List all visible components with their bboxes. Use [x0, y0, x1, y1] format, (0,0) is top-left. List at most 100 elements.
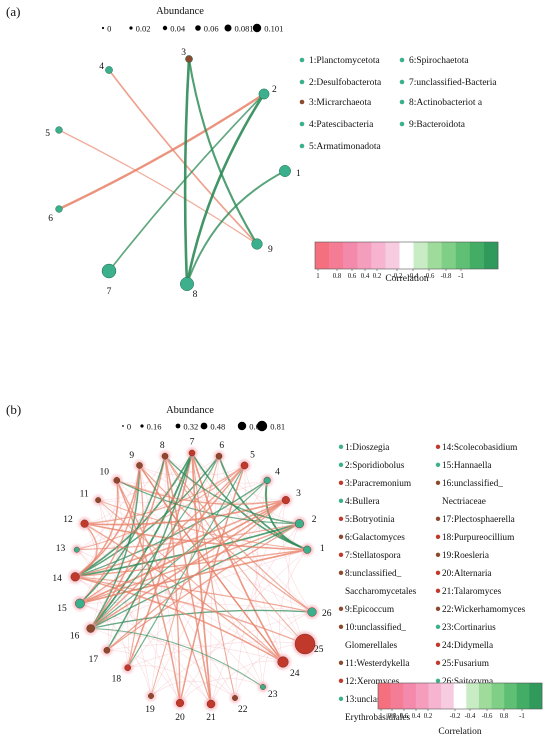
node [277, 656, 289, 668]
colorbar-segment [315, 242, 330, 269]
edge [191, 452, 268, 484]
abundance-legend-dot [224, 24, 232, 32]
panel-a: (a) Abundance 0 0.02 0.04 0.06 0.081 0.101 1 2… [6, 4, 499, 300]
panel-b-node-key: 1:Dioszegia 2:Sporidiobolus 3:Paracremoniu… [338, 443, 526, 723]
key-dot [338, 570, 344, 575]
edge [179, 465, 246, 704]
abundance-legend-label: 0 [127, 422, 131, 432]
edge [74, 479, 268, 578]
edge [255, 480, 268, 688]
key-label: 3:Micrarchaeota [309, 98, 372, 108]
edge [84, 465, 140, 524]
colorbar-tick-label: -0.4 [465, 713, 476, 720]
colorbar-tick-label: 0.2 [424, 713, 433, 720]
node [55, 126, 63, 134]
key-dot [399, 99, 405, 105]
key-label: 2:Sporidiobolus [345, 461, 405, 471]
edge [150, 480, 268, 697]
edge [164, 456, 181, 704]
node [70, 572, 80, 582]
node [258, 88, 270, 100]
key-dot [435, 606, 441, 611]
node [55, 205, 63, 213]
edge [150, 611, 313, 697]
node-label: 21 [206, 713, 216, 723]
key-label: 7:unclassified-Bacteria [409, 77, 497, 88]
edge [127, 665, 212, 705]
node-label: 16 [70, 632, 80, 642]
colorbar-segment [413, 242, 428, 269]
edge [79, 499, 287, 605]
edge [75, 576, 313, 613]
key-dot [338, 480, 344, 485]
node-label: 15 [57, 604, 67, 614]
key-label: 25:Fusarium [442, 659, 490, 669]
node [75, 598, 85, 609]
edge [288, 523, 306, 645]
abundance-legend-label: 0.02 [136, 24, 151, 34]
edge [127, 641, 306, 669]
key-dot [338, 498, 344, 503]
edge [127, 465, 246, 669]
edge [84, 464, 245, 525]
node [281, 496, 290, 505]
node [294, 519, 305, 529]
edge [90, 455, 220, 629]
node [185, 55, 193, 63]
edge [79, 455, 166, 605]
panel-b-label: (b) [6, 402, 21, 417]
node-label: 2 [312, 515, 317, 525]
abundance-legend-dot [252, 23, 262, 33]
node-label: 7 [190, 437, 195, 447]
edge [84, 499, 287, 526]
node [215, 452, 223, 460]
colorbar-tick-label: 0.2 [373, 273, 382, 280]
colorbar-segment [455, 242, 471, 269]
edge [98, 456, 166, 501]
colorbar-tick-label: 0.8 [500, 713, 509, 720]
edge [191, 452, 212, 705]
key-label: 6:Galactomyces [345, 533, 405, 543]
key-label: 20:Alternaria [442, 569, 492, 579]
colorbar-tick-label: 0.8 [333, 273, 342, 280]
edge [75, 576, 109, 651]
key-label: 2:Desulfobacterota [309, 77, 382, 88]
node-label: 3 [181, 48, 186, 58]
node-label: 19 [145, 705, 155, 715]
abundance-legend-label: 0.81 [270, 422, 285, 432]
key-dot [435, 462, 441, 467]
edge [74, 523, 98, 578]
colorbar-tick-label: -0.6 [424, 273, 435, 280]
node [232, 695, 238, 701]
colorbar-segment [329, 242, 344, 269]
edge [244, 465, 300, 524]
node [113, 477, 121, 484]
edge [127, 452, 193, 669]
key-dot [435, 678, 441, 683]
colorbar-segment [453, 683, 467, 709]
abundance-legend-label: 0.081 [235, 24, 254, 34]
colorbar-tick-label: -0.2 [392, 273, 403, 280]
key-label-continued: Glomerellales [345, 641, 398, 651]
abundance-legend-dot [175, 423, 181, 429]
colorbar-tick-label: 1 [379, 713, 382, 720]
edge [79, 523, 97, 604]
edge [79, 603, 236, 699]
key-dot [435, 660, 441, 665]
abundance-legend-dot [101, 26, 105, 30]
node-label: 1 [296, 169, 301, 179]
panel-b-correlation-title: Correlation [438, 727, 482, 737]
key-label: 6:Spirochaetota [409, 56, 469, 66]
colorbar-segment [390, 683, 404, 709]
node [260, 684, 266, 690]
colorbar-tick-label: -0.8 [441, 273, 452, 280]
colorbar-segment [403, 683, 417, 709]
abundance-legend-label: 0.32 [183, 422, 198, 432]
node-label: 25 [314, 645, 324, 655]
key-dot [338, 534, 344, 539]
edge [262, 611, 313, 688]
node [206, 699, 216, 709]
node-label: 8 [193, 290, 198, 300]
edge [265, 480, 308, 551]
